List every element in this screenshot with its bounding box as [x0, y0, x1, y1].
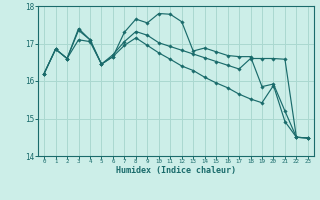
X-axis label: Humidex (Indice chaleur): Humidex (Indice chaleur) [116, 166, 236, 175]
